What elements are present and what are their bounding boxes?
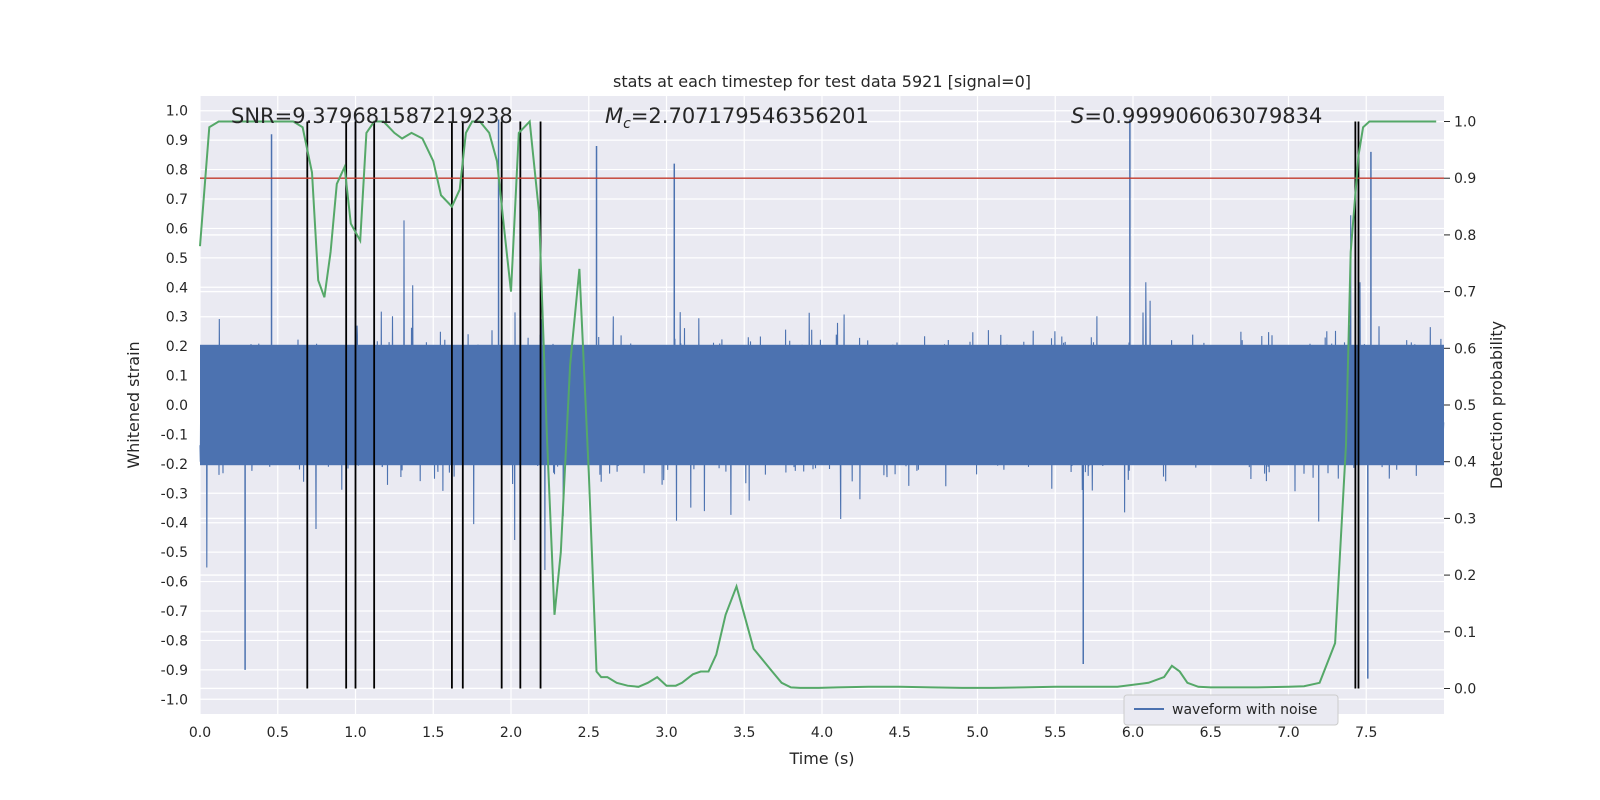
x-tick-label: 4.0 — [811, 725, 833, 741]
y-left-tick-label: 0.4 — [166, 280, 188, 296]
chirp-mass-value: =2.707179546356201 — [631, 104, 869, 128]
spin-value: =0.999906063079834 — [1084, 104, 1322, 128]
x-tick-label: 6.0 — [1122, 725, 1144, 741]
y-left-tick-label: 0.2 — [166, 339, 188, 355]
y-right-tick-label: 0.5 — [1454, 398, 1476, 414]
legend-label-waveform: waveform with noise — [1172, 702, 1317, 718]
x-tick-label: 0.0 — [189, 725, 211, 741]
y-left-tick-label: 0.7 — [166, 192, 188, 208]
y-left-tick-label: 0.1 — [166, 369, 188, 385]
chirp-mass-subscript: c — [623, 116, 631, 132]
y-right-tick-label: 0.6 — [1454, 341, 1476, 357]
y-left-tick-label: 0.9 — [166, 133, 188, 149]
y-left-tick-label: -0.9 — [161, 663, 188, 679]
spin-symbol: S — [1071, 104, 1084, 128]
y-left-axis-label: Whitened strain — [124, 341, 143, 468]
y-left-tick-label: 1.0 — [166, 104, 188, 120]
strain-core-band — [200, 344, 1444, 466]
vertical-marker-lines — [306, 121, 1360, 689]
y-left-tick-label: -0.2 — [161, 457, 188, 473]
y-right-tick-label: 0.9 — [1454, 171, 1476, 187]
x-tick-label: 3.5 — [733, 725, 755, 741]
x-tick-label: 3.0 — [655, 725, 677, 741]
x-tick-label: 4.5 — [889, 725, 911, 741]
chart-title: stats at each timestep for test data 592… — [613, 72, 1031, 91]
snr-annotation: SNR=9.379681587219238 — [231, 104, 513, 128]
y-right-tick-label: 0.7 — [1454, 285, 1476, 301]
x-tick-label: 2.5 — [578, 725, 600, 741]
y-right-tick-label: 0.0 — [1454, 681, 1476, 697]
x-tick-label: 1.0 — [344, 725, 366, 741]
y-left-tick-label: -0.8 — [161, 633, 188, 649]
x-tick-label: 7.0 — [1277, 725, 1299, 741]
y-left-tick-label: 0.5 — [166, 251, 188, 267]
y-left-tick-label: -0.3 — [161, 486, 188, 502]
x-tick-label: 7.5 — [1355, 725, 1377, 741]
y-right-axis-label: Detection probability — [1487, 321, 1506, 489]
y-left-tick-label: -0.7 — [161, 604, 188, 620]
x-tick-label: 5.5 — [1044, 725, 1066, 741]
y-right-tick-label: 1.0 — [1454, 115, 1476, 131]
y-left-tick-label: 0.0 — [166, 398, 188, 414]
x-tick-label: 1.5 — [422, 725, 444, 741]
legend-box — [1123, 694, 1339, 726]
y-right-tick-label: 0.2 — [1454, 568, 1476, 584]
spin-annotation: S=0.999906063079834 — [1071, 104, 1322, 128]
x-tick-label: 6.5 — [1200, 725, 1222, 741]
x-tick-labels: 0.0 0.5 1.0 1.5 2.0 2.5 3.0 3.5 4.0 4.5 5.0 5.5 6.0 6… — [189, 725, 1378, 741]
y-left-tick-label: 0.8 — [166, 163, 188, 179]
legend: waveform with noise — [1123, 694, 1339, 726]
y-right-tick-label: 0.1 — [1454, 625, 1476, 641]
probability-series — [199, 119, 1437, 689]
y-left-tick-label: -0.1 — [161, 427, 188, 443]
y-left-tick-label: -0.5 — [161, 545, 188, 561]
y-left-tick-label: 0.6 — [166, 221, 188, 237]
x-tick-label: 5.0 — [966, 725, 988, 741]
y-right-tick-label: 0.8 — [1454, 228, 1476, 244]
y-left-tick-label: -1.0 — [161, 692, 188, 708]
x-axis-label: Time (s) — [788, 749, 854, 768]
chirp-mass-annotation: Mc=2.707179546356201 — [605, 104, 869, 132]
y-left-tick-label: 0.3 — [166, 310, 188, 326]
y-left-tick-label: -0.6 — [161, 575, 188, 591]
y-left-tick-label: -0.4 — [161, 516, 188, 532]
y-left-tick-labels: 1.0 0.9 0.8 0.7 0.6 0.5 0.4 0.3 0.2 0.1 0.0 -0.1 -0.… — [161, 104, 188, 709]
chirp-mass-symbol: M — [605, 104, 623, 128]
x-tick-label: 0.5 — [267, 725, 289, 741]
y-right-tick-label: 0.4 — [1454, 455, 1476, 471]
y-right-tick-labels: 1.0 0.9 0.8 0.7 0.6 0.5 0.4 0.3 0.2 0.1 0.0 — [1444, 115, 1476, 697]
y-right-tick-label: 0.3 — [1454, 511, 1476, 527]
probability-line — [199, 119, 1437, 689]
x-tick-label: 2.0 — [500, 725, 522, 741]
